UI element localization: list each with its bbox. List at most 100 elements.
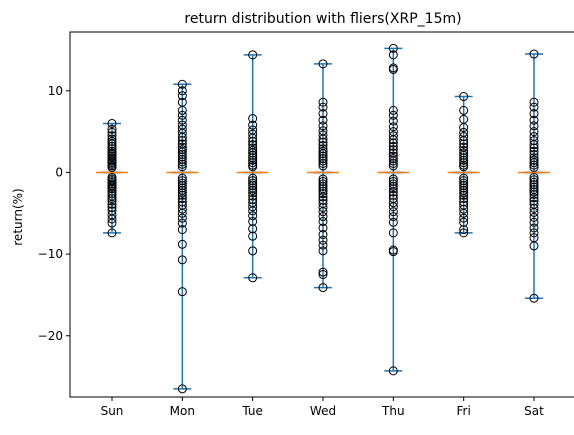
flier-point (107, 163, 117, 173)
x-tick-label: Mon (170, 404, 195, 418)
flier-point (529, 196, 539, 206)
flier-point (459, 132, 469, 142)
flier-point (459, 150, 469, 160)
flier-point (388, 141, 398, 151)
flier-point (318, 134, 328, 144)
flier-point (529, 97, 539, 107)
flier-point (107, 144, 117, 154)
flier-point (459, 188, 469, 198)
flier-point (318, 149, 328, 159)
flier-point (529, 223, 539, 233)
flier-point (388, 110, 398, 120)
flier-point (388, 366, 398, 376)
flier-point (177, 128, 187, 138)
flier-point (388, 176, 398, 186)
flier-point (529, 187, 539, 197)
flier-point (318, 212, 328, 222)
flier-point (388, 154, 398, 164)
violin-group-thu (377, 43, 410, 376)
flier-point (459, 139, 469, 149)
flier-point (529, 115, 539, 125)
flier-point (177, 181, 187, 191)
flier-point (318, 161, 328, 171)
flier-point (318, 195, 328, 205)
flier-point (388, 174, 398, 184)
flier-point (529, 109, 539, 119)
flier-point (388, 187, 398, 197)
flier-point (318, 283, 328, 293)
flier-point (388, 161, 398, 171)
flier-point (318, 267, 328, 277)
flier-point (248, 231, 258, 241)
x-tick-label: Sat (524, 404, 544, 418)
flier-point (177, 173, 187, 183)
flier-point (529, 102, 539, 112)
flier-point (388, 122, 398, 132)
flier-point (248, 185, 258, 195)
flier-point (388, 228, 398, 238)
flier-point (248, 173, 258, 183)
flier-point (529, 172, 539, 182)
violin-group-tue (236, 50, 269, 283)
y-axis-label: return(%) (11, 188, 25, 245)
flier-point (177, 157, 187, 167)
flier-point (107, 139, 117, 149)
flier-point (388, 156, 398, 166)
flier-point (177, 152, 187, 162)
flier-point (459, 225, 469, 235)
flier-point (177, 115, 187, 125)
flier-point (107, 124, 117, 134)
flier-point (388, 65, 398, 75)
flier-point (388, 43, 398, 53)
flier-point (529, 163, 539, 173)
flier-point (248, 216, 258, 226)
flier-point (107, 199, 117, 209)
flier-point (248, 158, 258, 168)
flier-point (107, 134, 117, 144)
flier-point (318, 174, 328, 184)
flier-point (107, 194, 117, 204)
flier-point (529, 143, 539, 153)
violin-group-fri (447, 92, 480, 238)
flier-point (248, 155, 258, 165)
flier-point (177, 176, 187, 186)
flier-point (318, 97, 328, 107)
plot-frame (69, 31, 574, 398)
flier-point (248, 133, 258, 143)
flier-point (107, 196, 117, 206)
flier-point (459, 162, 469, 172)
flier-point (459, 228, 469, 238)
flier-point (529, 212, 539, 222)
flier-point (529, 241, 539, 251)
flier-point (388, 50, 398, 60)
flier-point (177, 204, 187, 214)
flier-point (248, 50, 258, 60)
flier-point (388, 145, 398, 155)
flier-point (388, 190, 398, 200)
flier-point (177, 162, 187, 172)
flier-point (388, 131, 398, 141)
flier-point (529, 180, 539, 190)
flier-point (529, 158, 539, 168)
flier-point (318, 102, 328, 112)
flier-point (177, 287, 187, 297)
flier-point (248, 150, 258, 160)
plot-area (96, 43, 550, 394)
flier-point (529, 175, 539, 185)
flier-point (248, 202, 258, 212)
y-tick-label: −20 (38, 329, 63, 343)
flier-point (177, 213, 187, 223)
flier-point (177, 91, 187, 101)
flier-point (529, 160, 539, 170)
flier-point (529, 155, 539, 165)
flier-point (177, 147, 187, 157)
flier-point (177, 194, 187, 204)
flier-point (459, 155, 469, 165)
x-tick-label: Thu (381, 404, 405, 418)
flier-point (388, 198, 398, 208)
flier-point (318, 137, 328, 147)
flier-point (459, 92, 469, 102)
flier-point (318, 130, 328, 140)
flier-point (107, 136, 117, 146)
